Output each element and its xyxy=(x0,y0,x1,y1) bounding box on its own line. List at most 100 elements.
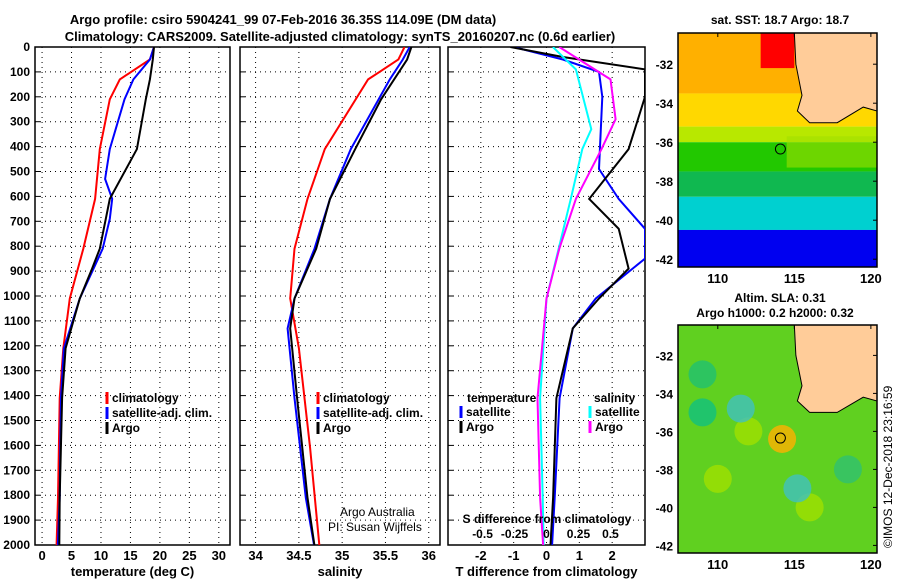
depth-tick-label: 1500 xyxy=(3,414,30,428)
x-tick-label: 20 xyxy=(153,548,167,563)
legend-label: climatology xyxy=(323,391,390,405)
lat-tick-label: -38 xyxy=(656,463,674,477)
sst-band xyxy=(678,196,877,230)
sst-band xyxy=(678,229,877,267)
x-tick-label: 0 xyxy=(38,548,45,563)
panels: 0100200300400500600700800900100011001200… xyxy=(3,13,881,579)
sla-blob xyxy=(734,417,763,446)
lat-tick-label: -36 xyxy=(656,425,674,439)
depth-tick-label: 600 xyxy=(10,189,30,203)
warm-patch xyxy=(760,33,795,69)
lat-tick-label: -34 xyxy=(656,97,674,111)
temperature-panel: 0100200300400500600700800900100011001200… xyxy=(3,40,231,579)
depth-tick-label: 200 xyxy=(10,90,30,104)
depth-tick-label: 300 xyxy=(10,115,30,129)
s-tick-label: 0.25 xyxy=(567,527,591,541)
argo-position-marker xyxy=(774,432,786,444)
s-tick-label: -0.5 xyxy=(472,527,493,541)
lat-tick-label: -40 xyxy=(656,501,674,515)
sst-band xyxy=(678,171,877,197)
series-line-argo xyxy=(58,47,155,545)
x-tick-label: 34.5 xyxy=(286,548,311,563)
lat-tick-label: -32 xyxy=(656,58,674,72)
series-line-climatology xyxy=(55,47,155,545)
lon-tick-label: 110 xyxy=(707,557,728,572)
lon-tick-label: 110 xyxy=(707,271,728,286)
lat-tick-label: -38 xyxy=(656,175,674,189)
legend-label: satellite xyxy=(466,405,511,419)
lon-tick-label: 115 xyxy=(784,271,805,286)
depth-tick-label: 1600 xyxy=(3,438,30,452)
sla-blob xyxy=(768,425,797,453)
sla-map: 110 115 120 -32 -34 -36 -38 -40 -42 xyxy=(656,324,882,572)
depth-tick-label: 1300 xyxy=(3,364,30,378)
legend-label: Argo xyxy=(466,420,494,434)
legend-label: satellite-adj. clim. xyxy=(323,406,423,420)
lon-tick-label: 120 xyxy=(860,271,882,286)
x-tick-label: 25 xyxy=(182,548,196,563)
series-line-t-argo xyxy=(510,47,645,545)
x-tick-label: 5 xyxy=(68,548,75,563)
series-line-s-argo xyxy=(536,47,617,545)
depth-tick-label: 1900 xyxy=(3,513,30,527)
depth-tick-label: 100 xyxy=(10,65,30,79)
legend-title-salinity: salinity xyxy=(594,391,636,405)
lat-tick-label: -42 xyxy=(656,253,674,267)
salinity-panel: 34 34.5 35 35.5 36 salinity climatologysatelli… xyxy=(239,46,441,579)
depth-tick-label: 500 xyxy=(10,165,30,179)
series-line-s-satellite xyxy=(539,47,593,545)
depth-tick-label: 1800 xyxy=(3,488,30,502)
legend-label: Argo xyxy=(595,420,623,434)
s-tick-label: -0.25 xyxy=(501,527,529,541)
sst-map-title: sat. SST: 18.7 Argo: 18.7 xyxy=(711,13,850,27)
sla-map-subtitle: Argo h1000: 0.2 h2000: 0.32 xyxy=(696,306,854,320)
s-tick-label: 0.5 xyxy=(602,527,619,541)
sla-blob xyxy=(703,464,732,493)
x-axis-label: temperature (deg C) xyxy=(71,564,195,579)
x-tick-label: 36 xyxy=(422,548,436,563)
depth-tick-label: 0 xyxy=(23,40,30,54)
series-line-argo xyxy=(289,47,413,545)
legend-label: Argo xyxy=(323,421,351,435)
lat-tick-label: -36 xyxy=(656,136,674,150)
legend-title-temperature: temperature xyxy=(467,391,537,405)
x-tick-label: 10 xyxy=(94,548,108,563)
land-australia xyxy=(793,33,877,124)
sla-blob xyxy=(688,360,717,389)
depth-tick-label: 1000 xyxy=(3,289,30,303)
x-tick-label: 15 xyxy=(123,548,137,563)
sst-patch xyxy=(786,136,877,168)
legend-label: satellite xyxy=(595,405,640,419)
plot-frame xyxy=(447,46,646,546)
sla-blob xyxy=(833,455,862,484)
s-tick-label: 0 xyxy=(543,527,550,541)
x-tick-label: 35.5 xyxy=(373,548,398,563)
land-australia xyxy=(793,325,877,413)
legend-label: satellite-adj. clim. xyxy=(112,406,212,420)
sla-blob xyxy=(688,398,717,427)
difference-panel: -2 -1 0 1 2T difference from climatology temp… xyxy=(447,46,646,579)
sla-map-title: Altim. SLA: 0.31 xyxy=(734,291,826,305)
depth-tick-label: 800 xyxy=(10,239,30,253)
lon-tick-label: 120 xyxy=(860,557,882,572)
pi-text: PI: Susan Wijffels xyxy=(328,520,422,534)
x-tick-label: 0 xyxy=(543,548,550,563)
map-field xyxy=(678,33,877,267)
x-tick-label: 30 xyxy=(212,548,226,563)
lat-tick-label: -34 xyxy=(656,387,674,401)
x-tick-label: -1 xyxy=(508,548,520,563)
legend-label: climatology xyxy=(112,391,179,405)
x-axis-label: salinity xyxy=(318,564,364,579)
x-tick-label: 1 xyxy=(576,548,583,563)
x-axis-label: T difference from climatology xyxy=(455,564,638,579)
depth-tick-label: 2000 xyxy=(3,538,30,552)
argo-position-marker xyxy=(774,143,786,155)
x-tick-label: 35 xyxy=(335,548,349,563)
lat-tick-label: -40 xyxy=(656,214,674,228)
s-axis-label: S difference from climatology xyxy=(463,512,632,526)
credit-text: Argo Australia xyxy=(340,505,415,519)
depth-tick-label: 700 xyxy=(10,214,30,228)
sst-map: 110 115 120 -32 -34 -36 -38 -40 -42 xyxy=(656,32,882,286)
depth-tick-label: 1700 xyxy=(3,463,30,477)
